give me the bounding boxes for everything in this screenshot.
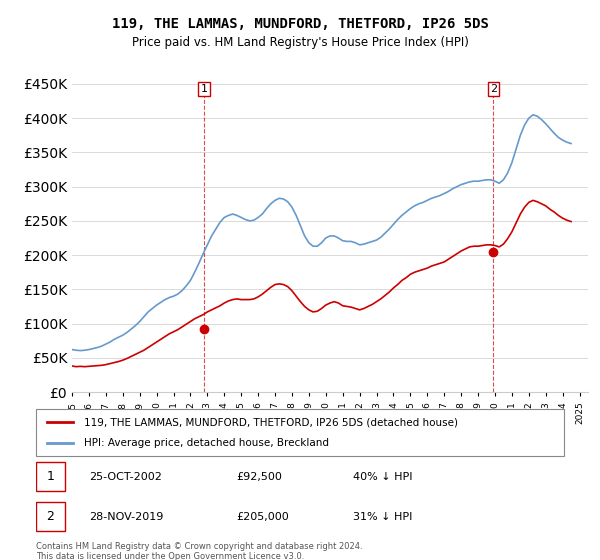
Text: 25-OCT-2002: 25-OCT-2002 — [89, 472, 161, 482]
Text: HPI: Average price, detached house, Breckland: HPI: Average price, detached house, Brec… — [83, 438, 329, 448]
Text: 1: 1 — [46, 470, 54, 483]
Text: 119, THE LAMMAS, MUNDFORD, THETFORD, IP26 5DS (detached house): 119, THE LAMMAS, MUNDFORD, THETFORD, IP2… — [83, 417, 458, 427]
Text: 31% ↓ HPI: 31% ↓ HPI — [353, 512, 412, 522]
Text: Contains HM Land Registry data © Crown copyright and database right 2024.
This d: Contains HM Land Registry data © Crown c… — [36, 542, 362, 560]
Text: 28-NOV-2019: 28-NOV-2019 — [89, 512, 163, 522]
FancyBboxPatch shape — [36, 409, 564, 456]
Text: £92,500: £92,500 — [236, 472, 283, 482]
Text: £205,000: £205,000 — [236, 512, 289, 522]
Text: Price paid vs. HM Land Registry's House Price Index (HPI): Price paid vs. HM Land Registry's House … — [131, 36, 469, 49]
Text: 2: 2 — [490, 84, 497, 94]
FancyBboxPatch shape — [36, 502, 65, 531]
Text: 2: 2 — [46, 510, 54, 523]
Text: 1: 1 — [200, 84, 208, 94]
FancyBboxPatch shape — [36, 462, 65, 491]
Text: 119, THE LAMMAS, MUNDFORD, THETFORD, IP26 5DS: 119, THE LAMMAS, MUNDFORD, THETFORD, IP2… — [112, 17, 488, 31]
Text: 40% ↓ HPI: 40% ↓ HPI — [353, 472, 412, 482]
